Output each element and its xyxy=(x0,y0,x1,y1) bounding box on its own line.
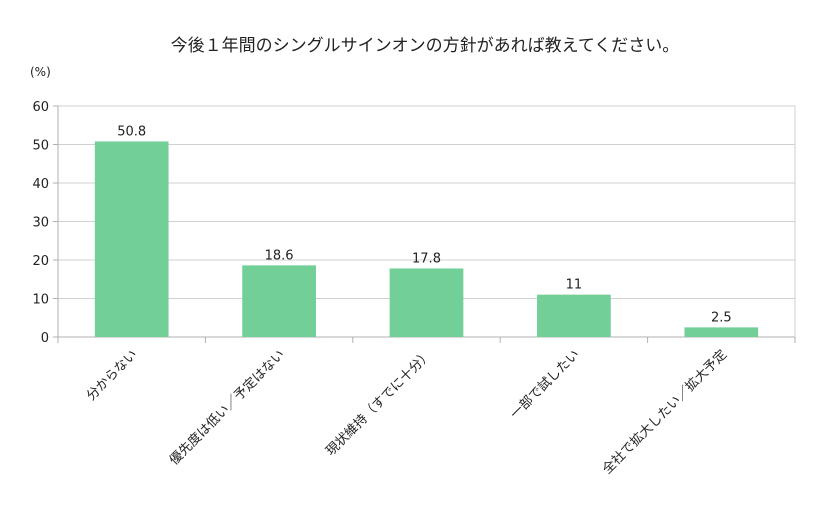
y-tick-label-40: 40 xyxy=(32,177,49,192)
chart-title: 今後１年間のシングルサインオンの方針があれば教えてください。 xyxy=(171,36,680,56)
y-tick-label-50: 50 xyxy=(32,139,49,154)
y-axis-unit-label: (%) xyxy=(30,65,51,79)
y-tick-label-10: 10 xyxy=(32,293,49,308)
data-label-2: 17.8 xyxy=(412,251,441,266)
bars xyxy=(94,141,759,337)
y-tick-label-20: 20 xyxy=(32,254,49,269)
data-label-3: 11 xyxy=(566,278,583,293)
y-tick-label-0: 0 xyxy=(41,331,49,346)
data-label-4: 2.5 xyxy=(711,310,732,325)
bar-3 xyxy=(537,294,611,337)
data-label-1: 18.6 xyxy=(265,248,294,263)
y-axis-ticks: 0 10 20 30 40 50 60 xyxy=(32,100,58,346)
bar-0 xyxy=(94,141,169,337)
bar-1 xyxy=(242,265,316,337)
data-label-0: 50.8 xyxy=(117,124,146,139)
y-tick-label-60: 60 xyxy=(32,100,49,115)
data-labels: 50.8 18.6 17.8 11 2.5 xyxy=(117,124,731,325)
bar-4 xyxy=(684,327,759,337)
bar-2 xyxy=(389,268,464,337)
y-tick-label-30: 30 xyxy=(32,216,49,231)
gridlines xyxy=(58,105,795,299)
